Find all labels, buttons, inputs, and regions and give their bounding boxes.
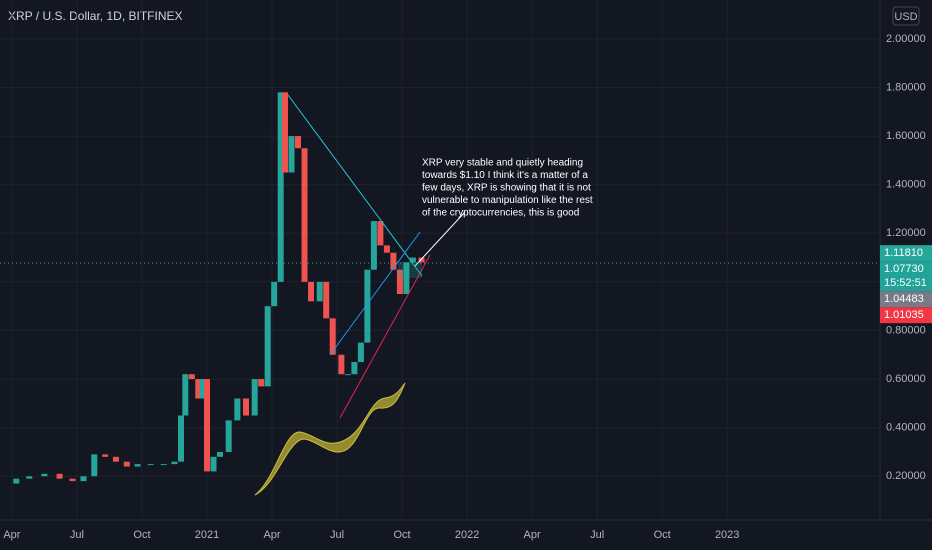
candle: [123, 461, 130, 467]
x-tick-label: Oct: [133, 529, 150, 541]
x-tick-label: Oct: [394, 529, 411, 541]
candle: [177, 415, 184, 462]
y-tick-label: 0.40000: [886, 422, 926, 434]
candle: [301, 148, 308, 282]
y-tick-label: 2.00000: [886, 33, 926, 45]
candle: [344, 374, 351, 376]
x-tick-label: 2021: [195, 529, 219, 541]
callout-line: [414, 211, 466, 267]
candle: [338, 354, 345, 375]
candle: [364, 269, 371, 343]
candle: [351, 362, 358, 375]
price-label: 1.01035: [884, 309, 924, 321]
candle: [288, 136, 295, 173]
candle: [271, 281, 278, 307]
candle: [323, 281, 330, 319]
candle: [418, 257, 425, 263]
candle: [56, 473, 63, 479]
candle: [316, 281, 323, 302]
candle: [258, 379, 265, 387]
price-label-bg: [880, 291, 932, 308]
x-tick-label: Jul: [330, 529, 344, 541]
trend-line: [339, 254, 431, 419]
candle: [225, 420, 232, 452]
drawings: [254, 94, 466, 496]
candle: [13, 478, 20, 484]
candle: [69, 478, 76, 482]
x-tick-label: 2023: [715, 529, 739, 541]
candle: [195, 379, 202, 399]
candle: [295, 136, 302, 149]
x-tick-label: Oct: [654, 529, 671, 541]
price-label-bg: [880, 261, 932, 292]
y-tick-label: 1.60000: [886, 130, 926, 142]
candle: [199, 379, 206, 399]
candle: [234, 398, 241, 421]
candle: [308, 281, 315, 302]
y-tick-label: 1.40000: [886, 179, 926, 191]
trend-line: [329, 231, 421, 356]
candle: [160, 464, 167, 466]
x-tick-label: Jul: [590, 529, 604, 541]
price-label: 1.07730: [884, 263, 924, 275]
candle: [357, 342, 364, 363]
y-tick-label: 1.20000: [886, 227, 926, 239]
y-tick-label: 1.80000: [886, 81, 926, 93]
y-tick-label: 0.20000: [886, 470, 926, 482]
candle: [383, 245, 390, 253]
annotation-line: towards $1.10 I think it's a matter of a: [422, 170, 588, 181]
price-label: 1.04483: [884, 293, 924, 305]
candle: [91, 454, 98, 477]
annotation: XRP very stable and quietly headingtowar…: [422, 158, 593, 219]
candle: [390, 252, 397, 270]
x-tick-label: Apr: [3, 529, 20, 541]
y-tick-label: 0.60000: [886, 373, 926, 385]
candle: [112, 456, 119, 462]
price-label-bg: [880, 245, 932, 262]
candle: [277, 92, 284, 282]
candle: [282, 92, 289, 173]
candle: [403, 262, 410, 295]
trend-line: [287, 94, 423, 277]
annotation-line: XRP very stable and quietly heading: [422, 158, 583, 169]
currency-label[interactable]: USD: [894, 11, 917, 23]
candle: [370, 221, 377, 270]
candle: [134, 464, 141, 467]
candle: [210, 456, 217, 472]
candle: [80, 476, 87, 482]
pattern-shape: [254, 382, 406, 496]
y-tick-label: 0.80000: [886, 324, 926, 336]
candle: [251, 379, 258, 416]
candle: [188, 374, 195, 380]
candle: [264, 306, 271, 387]
candle: [41, 473, 48, 477]
annotation-line: vulnerable to manipulation like the rest: [422, 195, 593, 206]
chart-title: XRP / U.S. Dollar, 1D, BITFINEX: [8, 9, 183, 23]
price-label-bg: [880, 307, 932, 324]
box: [398, 262, 422, 278]
annotation-line: of the cryptocurrencies, this is good: [422, 208, 579, 219]
x-tick-label: Jul: [70, 529, 84, 541]
candle: [102, 454, 109, 457]
candle: [329, 318, 336, 355]
candle: [377, 221, 384, 246]
candle: [409, 257, 416, 263]
candle: [171, 461, 178, 465]
x-tick-label: 2022: [455, 529, 479, 541]
currency-button[interactable]: [892, 6, 920, 26]
countdown: 15:52:51: [884, 277, 927, 289]
annotation-line: few days, XRP is showing that it is not: [422, 183, 591, 194]
candle: [26, 476, 33, 479]
x-tick-label: Apr: [524, 529, 541, 541]
candle: [217, 451, 223, 457]
price-label: 1.11810: [884, 247, 923, 259]
candle: [396, 269, 403, 295]
candle: [147, 464, 154, 466]
x-tick-label: Apr: [263, 529, 280, 541]
candle: [243, 398, 250, 416]
candle: [203, 379, 210, 472]
candle: [182, 374, 189, 416]
